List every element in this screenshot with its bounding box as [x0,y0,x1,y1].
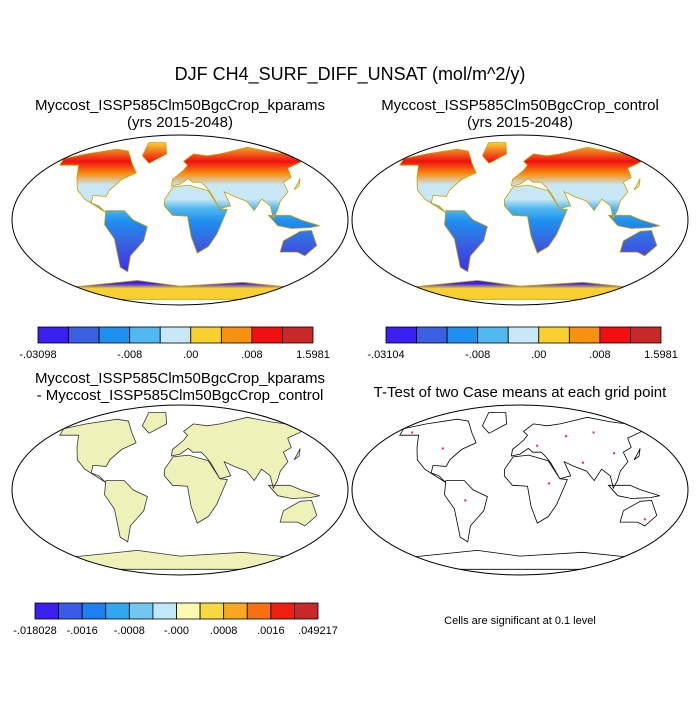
map-border [351,404,689,576]
significant-cell [536,444,539,447]
significant-cell [613,452,616,455]
colorbar-label: .00 [531,349,546,361]
colorbar-label: .00 [183,349,198,361]
colorbar-box [159,326,192,344]
panel-title: Myccost_ISSP585Clm50BgcCrop_kparams [35,97,325,114]
colorbar-label: .0016 [257,625,285,637]
colorbar-box [128,602,154,620]
colorbar-label: .049217 [298,625,338,637]
colorbar-box [416,326,448,344]
colorbar-box [129,326,161,344]
colorbar-label: -.008 [117,349,142,361]
colorbar-label: -.0016 [67,625,98,637]
colorbar-label: -.03098 [19,349,56,361]
colorbar-box [630,326,662,344]
colorbar-box [538,326,570,344]
colorbar-box [507,326,540,344]
significant-cell [441,447,444,450]
map [351,404,689,576]
colorbar-box [176,602,201,620]
colorbar-label: -.018028 [13,625,56,637]
colorbar-box [152,602,177,620]
colorbar-box [98,326,131,344]
colorbar-box [251,326,283,344]
panel-title: (yrs 2015-2048) [127,114,233,131]
significant-cell [411,431,414,434]
colorbar-label: .0008 [210,625,238,637]
significant-cell [643,518,646,521]
continents [59,412,320,570]
panel-title: T-Test of two Case means at each grid po… [374,384,667,401]
significant-cell [547,482,550,485]
continents [399,412,660,570]
land [399,412,660,570]
significant-cell [581,461,584,464]
colorbar-box [385,326,417,344]
continents [399,142,660,300]
colorbar-box [199,602,225,620]
map-border [11,134,349,306]
colorbar-label: 1.5981 [296,349,330,361]
land [399,142,660,300]
colorbar-label: -.03104 [367,349,404,361]
colorbar-label: .008 [241,349,262,361]
panel-title: Myccost_ISSP585Clm50BgcCrop_kparams [35,370,325,387]
colorbar-box [68,326,100,344]
colorbar-box [58,602,83,620]
panel-title: (yrs 2015-2048) [467,114,573,131]
land [59,412,320,570]
colorbar-label: .008 [589,349,610,361]
colorbar-box [599,326,631,344]
colorbar-label: -.000 [164,625,189,637]
colorbar-box [568,326,601,344]
map-border [11,404,349,576]
map [11,134,349,306]
map [11,404,349,576]
panel-title: Myccost_ISSP585Clm50BgcCrop_control [381,97,659,114]
colorbar-box [34,602,59,620]
map-border [351,134,689,306]
colorbar-box [37,326,69,344]
land [59,142,320,300]
colorbar-box [246,602,272,620]
continents [59,142,320,300]
significant-cell [565,435,568,438]
colorbar-box [223,602,248,620]
colorbar-box [105,602,130,620]
significant-cell [592,431,595,434]
map [351,134,689,306]
colorbar-label: 1.5981 [644,349,678,361]
colorbar-box [81,602,107,620]
colorbar-box [270,602,295,620]
colorbar-box [446,326,479,344]
colorbar-box [190,326,222,344]
panel-note: Cells are significant at 0.1 level [444,615,596,627]
colorbar-box [220,326,253,344]
colorbar-box [294,602,319,620]
colorbar-label: -.008 [465,349,490,361]
colorbar-box [477,326,509,344]
colorbar-label: -.0008 [114,625,145,637]
main-title: DJF CH4_SURF_DIFF_UNSAT (mol/m^2/y) [175,64,526,85]
significant-cell [464,499,467,502]
panel-title: - Myccost_ISSP585Clm50BgcCrop_control [37,387,324,404]
colorbar-box [282,326,314,344]
